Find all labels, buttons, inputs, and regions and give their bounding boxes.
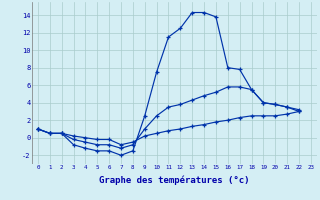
X-axis label: Graphe des températures (°c): Graphe des températures (°c) — [99, 176, 250, 185]
